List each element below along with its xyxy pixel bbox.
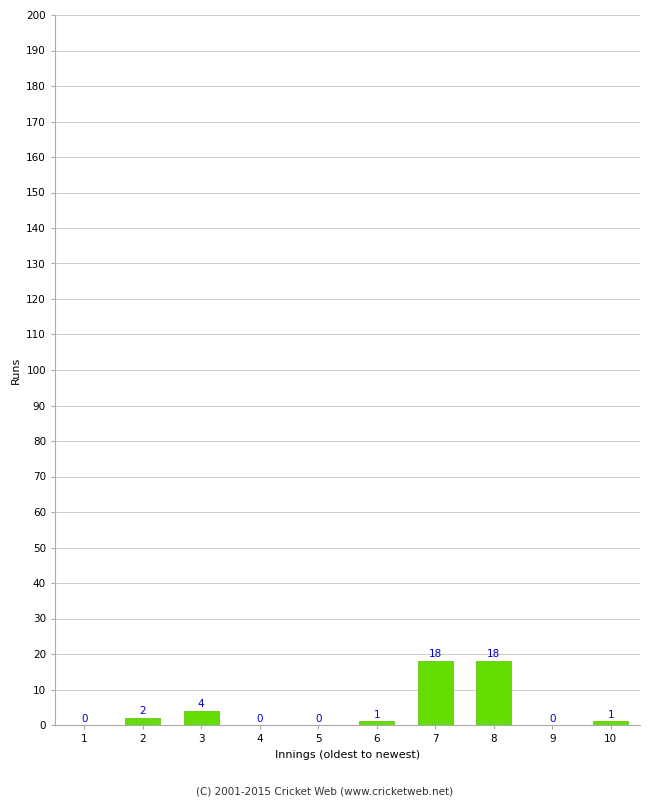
Text: 4: 4 (198, 699, 205, 709)
Bar (125, 718, 161, 725)
Text: 18: 18 (428, 650, 442, 659)
Bar (593, 722, 629, 725)
X-axis label: Innings (oldest to newest): Innings (oldest to newest) (275, 750, 420, 759)
Text: 0: 0 (549, 714, 556, 723)
Y-axis label: Runs: Runs (10, 356, 21, 384)
Text: 18: 18 (487, 650, 501, 659)
Text: 0: 0 (257, 714, 263, 723)
Text: 2: 2 (140, 706, 146, 716)
Text: 0: 0 (81, 714, 88, 723)
Text: (C) 2001-2015 Cricket Web (www.cricketweb.net): (C) 2001-2015 Cricket Web (www.cricketwe… (196, 786, 454, 796)
Bar (359, 722, 395, 725)
Text: 1: 1 (608, 710, 614, 720)
Text: 0: 0 (315, 714, 322, 723)
Bar (184, 710, 219, 725)
Text: 1: 1 (374, 710, 380, 720)
Bar (418, 661, 453, 725)
Bar (476, 661, 512, 725)
